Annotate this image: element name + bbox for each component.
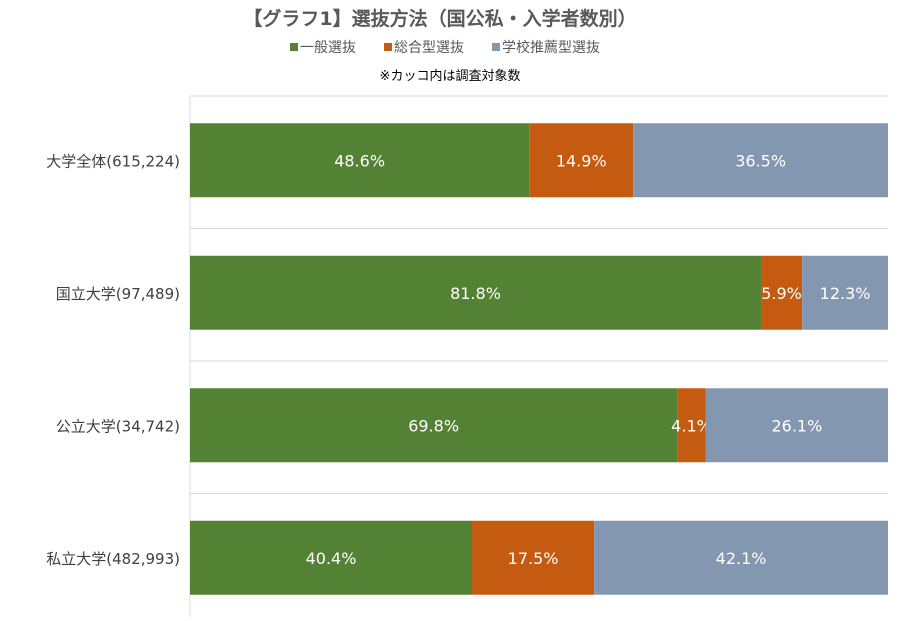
category-label: 大学全体(615,224) xyxy=(46,152,180,170)
legend: 一般選抜 総合型選抜 学校推薦型選抜 xyxy=(290,39,600,56)
bar-segment xyxy=(677,388,706,463)
data-label: 5.9% xyxy=(761,284,802,303)
legend-swatch xyxy=(290,43,298,51)
data-label: 26.1% xyxy=(771,416,822,435)
legend-label: 学校推薦型選抜 xyxy=(502,39,600,56)
bar-segment xyxy=(190,520,472,595)
data-label: 40.4% xyxy=(306,549,357,568)
data-label: 14.9% xyxy=(556,151,607,170)
legend-swatch xyxy=(492,43,500,51)
chart-title: 【グラフ1】選抜方法（国公私・入学者数別） xyxy=(243,7,636,30)
bar-segment xyxy=(760,255,803,330)
bar-segment xyxy=(190,255,761,330)
bar-segment xyxy=(190,123,530,198)
bar-segment xyxy=(705,388,888,463)
data-label: 48.6% xyxy=(334,151,385,170)
legend-swatch xyxy=(384,43,392,51)
category-label: 私立大学(482,993) xyxy=(46,550,180,568)
bar-segment xyxy=(471,520,595,595)
data-label: 4.1% xyxy=(671,416,712,435)
bar-segment xyxy=(529,123,634,198)
category-label: 公立大学(34,742) xyxy=(56,417,180,435)
data-label: 17.5% xyxy=(508,549,559,568)
data-label: 42.1% xyxy=(716,549,767,568)
chart-subtitle: ※カッコ内は調査対象数 xyxy=(380,68,521,84)
data-label: 81.8% xyxy=(450,284,501,303)
category-label: 国立大学(97,489) xyxy=(56,285,180,303)
bar-segment xyxy=(594,520,888,595)
bar-segment xyxy=(190,388,678,463)
data-label: 12.3% xyxy=(820,284,871,303)
bar-segment xyxy=(802,255,888,330)
data-label: 69.8% xyxy=(408,416,459,435)
data-label: 36.5% xyxy=(735,151,786,170)
legend-label: 一般選抜 xyxy=(300,40,356,56)
bar-segment xyxy=(633,123,888,198)
legend-label: 総合型選抜 xyxy=(394,40,464,56)
